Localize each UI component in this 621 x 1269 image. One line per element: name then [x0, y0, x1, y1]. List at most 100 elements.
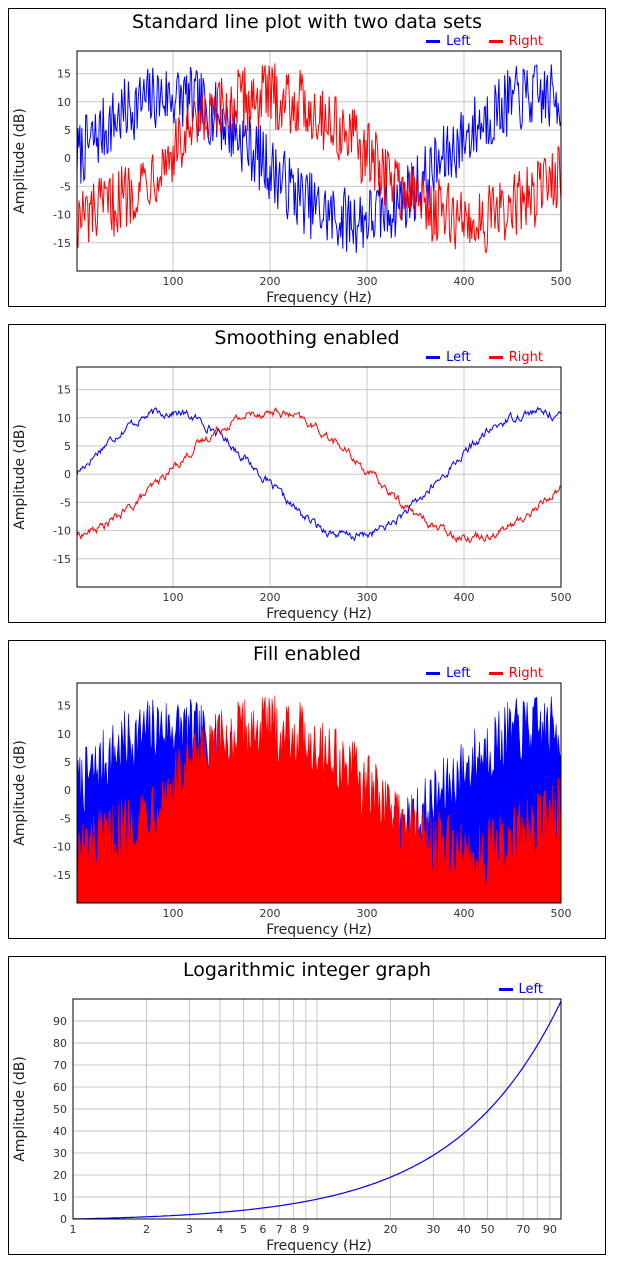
legend-label-right: Right: [508, 350, 543, 365]
x-tick-label: 100: [163, 275, 184, 288]
chart-legend: Left Right: [412, 32, 543, 49]
x-tick-label: 1: [70, 1223, 77, 1236]
y-tick-label: 90: [53, 1015, 67, 1028]
series-line-left: [76, 406, 562, 542]
x-tick-label: 3: [186, 1223, 193, 1236]
legend-label-left: Left: [446, 34, 471, 49]
legend-swatch-left: [426, 356, 441, 359]
y-tick-label: 0: [60, 1213, 67, 1226]
chart-panel-2: Smoothing enabled Left Right -15 -10 -5 0 5 1…: [8, 324, 606, 623]
y-tick-label: 15: [57, 700, 71, 713]
legend-label-left: Left: [446, 666, 471, 681]
legend-item-left: Left: [426, 666, 471, 681]
y-tick-label: -5: [60, 180, 71, 193]
legend-item-left: Left: [426, 34, 471, 49]
legend-item-left: Left: [426, 350, 471, 365]
y-tick-label: 10: [53, 1191, 67, 1204]
legend-label-left: Left: [446, 350, 471, 365]
ticks-group: -15 -10 -5 0 5 10 15 100 200 300 400 500: [53, 68, 571, 288]
series-group: [76, 406, 562, 544]
y-tick-label: 80: [53, 1037, 67, 1050]
x-tick-label: 400: [454, 907, 475, 920]
plot-frame: [76, 366, 562, 588]
chart-legend: Left: [485, 980, 543, 997]
y-tick-label: 70: [53, 1059, 67, 1072]
x-tick-label: 90: [543, 1223, 557, 1236]
x-axis-label: Frequency (Hz): [266, 922, 372, 938]
y-tick-label: 10: [57, 96, 71, 109]
x-tick-label: 70: [516, 1223, 530, 1236]
chart-panel-4: Logarithmic integer graph Left 0 10 20 30 40…: [8, 956, 606, 1255]
y-tick-label: 5: [64, 440, 71, 453]
x-tick-label: 400: [454, 275, 475, 288]
y-tick-label: -10: [53, 841, 71, 854]
x-tick-label: 50: [481, 1223, 495, 1236]
legend-item-right: Right: [488, 666, 543, 681]
y-tick-label: 30: [53, 1147, 67, 1160]
chart-title: Fill enabled: [253, 643, 361, 665]
y-tick-label: -10: [53, 209, 71, 222]
x-axis-label: Frequency (Hz): [266, 606, 372, 622]
x-tick-label: 40: [457, 1223, 471, 1236]
y-tick-label: 0: [64, 468, 71, 481]
ticks-group: -15 -10 -5 0 5 10 15 100 200 300 400 500: [53, 384, 571, 604]
series-group: [76, 695, 562, 904]
legend-label-right: Right: [508, 34, 543, 49]
x-tick-label: 100: [163, 591, 184, 604]
x-axis-label: Frequency (Hz): [266, 1238, 372, 1254]
chart-title: Smoothing enabled: [214, 327, 400, 349]
y-tick-label: -5: [60, 812, 71, 825]
x-tick-label: 5: [240, 1223, 247, 1236]
y-tick-label: 60: [53, 1081, 67, 1094]
x-axis-label: Frequency (Hz): [266, 290, 372, 306]
chart-legend: Left Right: [412, 664, 543, 681]
y-tick-label: 10: [57, 412, 71, 425]
x-tick-label: 7: [276, 1223, 283, 1236]
chart-panel-1: Standard line plot with two data sets Le…: [8, 8, 606, 307]
x-tick-label: 6: [259, 1223, 266, 1236]
chart-svg-1: -15 -10 -5 0 5 10 15 100 200 300 400 500 Frequency …: [12, 50, 572, 306]
legend-swatch-left: [426, 672, 441, 675]
plot-frame: [76, 682, 562, 904]
y-axis-label: Amplitude (dB): [12, 740, 28, 846]
ticks-group: 0 10 20 30 40 50 60 70 80 90 1 2 3 4 5 6 7 8 9 20 30 40 50 70 90: [53, 1015, 557, 1236]
y-axis-label: Amplitude (dB): [12, 424, 28, 530]
y-tick-label: 15: [57, 68, 71, 81]
y-axis-label: Amplitude (dB): [12, 1056, 28, 1162]
x-tick-label: 500: [551, 907, 572, 920]
y-tick-label: -10: [53, 525, 71, 538]
x-tick-label: 500: [551, 275, 572, 288]
series-line-right: [76, 63, 562, 253]
grid-group: [72, 999, 562, 1220]
legend-label-left: Left: [518, 982, 543, 997]
x-tick-label: 200: [260, 907, 281, 920]
y-tick-label: 50: [53, 1103, 67, 1116]
y-tick-label: -15: [53, 553, 71, 566]
legend-label-right: Right: [508, 666, 543, 681]
x-tick-label: 400: [454, 591, 475, 604]
series-group: [72, 1000, 562, 1220]
chart-svg-4: 0 10 20 30 40 50 60 70 80 90 1 2 3 4 5 6 7 8 9 20 30 40 50 70 90…: [12, 998, 562, 1254]
y-tick-label: 15: [57, 384, 71, 397]
x-tick-label: 200: [260, 275, 281, 288]
y-axis-label: Amplitude (dB): [12, 108, 28, 214]
y-tick-label: 0: [64, 784, 71, 797]
legend-item-right: Right: [488, 34, 543, 49]
chart-title: Standard line plot with two data sets: [131, 11, 483, 33]
y-tick-label: 10: [57, 728, 71, 741]
y-tick-label: 5: [64, 756, 71, 769]
chart-legend: Left Right: [412, 348, 543, 365]
y-tick-label: 20: [53, 1169, 67, 1182]
x-tick-label: 8: [290, 1223, 297, 1236]
legend-swatch-right: [488, 356, 503, 359]
x-tick-label: 500: [551, 591, 572, 604]
legend-item-right: Right: [488, 350, 543, 365]
y-tick-label: -5: [60, 496, 71, 509]
y-tick-label: -15: [53, 869, 71, 882]
grid-group: [77, 367, 562, 587]
series-line-left: [72, 1000, 562, 1220]
legend-swatch-left: [498, 988, 513, 991]
legend-item-left: Left: [498, 982, 543, 997]
chart-svg-2: -15 -10 -5 0 5 10 15 100 200 300 400 500 Frequency …: [12, 366, 572, 622]
chart-svg-3: -15 -10 -5 0 5 10 15 100 200 300 400 500 Frequency …: [12, 682, 572, 938]
